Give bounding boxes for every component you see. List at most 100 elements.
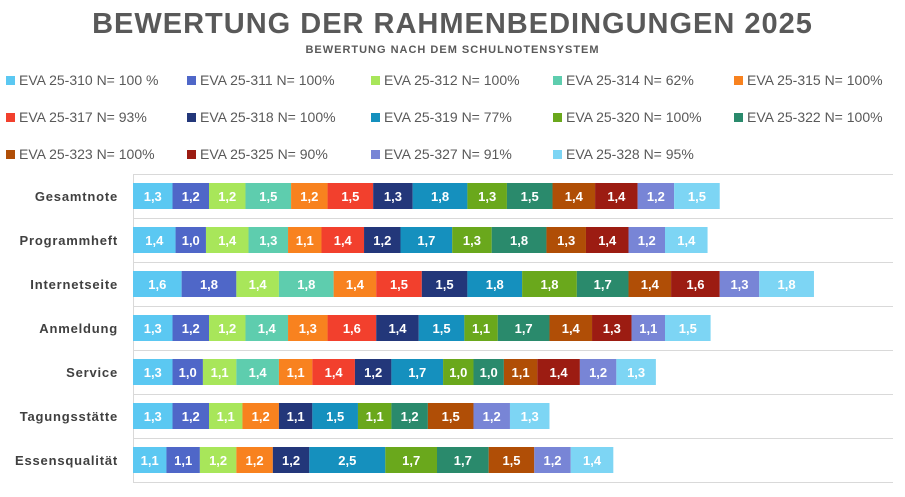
data-label: 1,0	[182, 233, 200, 248]
data-label: 1,1	[639, 321, 657, 336]
data-label: 1,3	[463, 233, 481, 248]
data-label: 1,6	[686, 277, 704, 292]
bar-segment	[464, 315, 498, 341]
data-label: 1,5	[433, 321, 451, 336]
data-label: 1,4	[249, 365, 268, 380]
data-label: 1,3	[144, 365, 162, 380]
data-label: 1,2	[209, 453, 227, 468]
data-label: 1,4	[607, 189, 626, 204]
data-label: 1,3	[603, 321, 621, 336]
data-label: 1,4	[249, 277, 268, 292]
bar-segment	[467, 183, 507, 209]
bar-segment	[427, 403, 474, 429]
bar-segment	[209, 403, 243, 429]
bar-segment	[202, 359, 237, 385]
data-label: 1,1	[217, 409, 235, 424]
bar-segment	[278, 359, 313, 385]
data-label: 1,4	[346, 277, 365, 292]
legend-swatch	[553, 76, 562, 85]
data-label: 1,1	[366, 409, 384, 424]
legend-label: EVA 25-314 N= 62%	[566, 72, 694, 88]
bar-segment	[236, 271, 279, 297]
data-label: 1,1	[211, 365, 229, 380]
legend-swatch	[187, 150, 196, 159]
data-label: 1,7	[515, 321, 533, 336]
legend-item: EVA 25-318 N= 100%	[187, 109, 336, 125]
bar-segment	[327, 183, 374, 209]
legend-swatch	[553, 150, 562, 159]
bar-segment	[278, 271, 334, 297]
data-label: 1,2	[246, 453, 264, 468]
data-label: 1,3	[144, 409, 162, 424]
category-label: Gesamtnote	[35, 189, 118, 204]
data-label: 1,8	[778, 277, 796, 292]
bar-segment	[759, 271, 814, 297]
data-label: 1,1	[296, 233, 314, 248]
bar-segment	[503, 359, 538, 385]
legend-label: EVA 25-312 N= 100%	[384, 72, 520, 88]
data-label: 1,3	[144, 189, 162, 204]
data-label: 1,3	[521, 409, 539, 424]
bar-segment	[199, 447, 237, 473]
bar-segment	[245, 183, 292, 209]
bar-segment	[534, 447, 571, 473]
bar-segment	[385, 447, 437, 473]
bar-segment	[364, 227, 401, 253]
legend-label: EVA 25-317 N= 93%	[19, 109, 147, 125]
data-label: 1,4	[598, 233, 617, 248]
bar-segment	[437, 447, 489, 473]
data-label: 1,3	[557, 233, 575, 248]
legend-item: EVA 25-317 N= 93%	[6, 109, 147, 125]
data-label: 1,8	[297, 277, 315, 292]
data-label: 1,2	[218, 189, 236, 204]
data-label: 1,4	[641, 277, 660, 292]
data-label: 1,4	[145, 233, 164, 248]
bar-segment	[373, 183, 413, 209]
data-label: 1,0	[480, 365, 498, 380]
bar-segment	[354, 359, 392, 385]
bar-segment	[473, 359, 504, 385]
bar-segment	[236, 447, 273, 473]
data-label: 1,5	[502, 453, 520, 468]
data-label: 1,3	[478, 189, 496, 204]
legend-swatch	[187, 76, 196, 85]
category-label: Internetseite	[30, 277, 118, 292]
data-label: 1,2	[647, 189, 665, 204]
data-label: 1,3	[730, 277, 748, 292]
legend-item: EVA 25-325 N= 90%	[187, 146, 328, 162]
data-label: 1,8	[431, 189, 449, 204]
bar-segment	[592, 315, 632, 341]
data-label: 1,4	[562, 321, 581, 336]
data-label: 1,5	[326, 409, 344, 424]
data-label: 1,5	[390, 277, 408, 292]
data-label: 1,2	[589, 365, 607, 380]
bar-segment	[327, 315, 377, 341]
legend-swatch	[553, 113, 562, 122]
bar-segment	[272, 447, 310, 473]
bar-segment	[719, 271, 760, 297]
bar-segment	[133, 315, 173, 341]
legend-swatch	[371, 113, 380, 122]
data-label: 1,5	[679, 321, 697, 336]
bar-segment	[209, 315, 246, 341]
data-label: 1,1	[174, 453, 192, 468]
bar-segment	[497, 315, 550, 341]
bar-segment	[537, 359, 580, 385]
data-label: 1,1	[287, 409, 305, 424]
bar-segment	[418, 315, 465, 341]
bar-segment	[309, 447, 386, 473]
data-label: 1,5	[521, 189, 539, 204]
chart-subtitle: BEWERTUNG NACH DEM SCHULNOTENSYSTEM	[305, 44, 600, 56]
legend-item: EVA 25-319 N= 77%	[371, 109, 512, 125]
bar-segment	[665, 227, 708, 253]
data-label: 1,4	[258, 321, 277, 336]
data-label: 1,8	[510, 233, 528, 248]
data-label: 1,2	[638, 233, 656, 248]
bar-segment	[674, 183, 720, 209]
bar-segment	[585, 227, 629, 253]
bar-segment	[133, 447, 167, 473]
bar-segment	[133, 183, 173, 209]
legend-item: EVA 25-315 N= 100%	[734, 72, 883, 88]
data-label: 1,7	[454, 453, 472, 468]
